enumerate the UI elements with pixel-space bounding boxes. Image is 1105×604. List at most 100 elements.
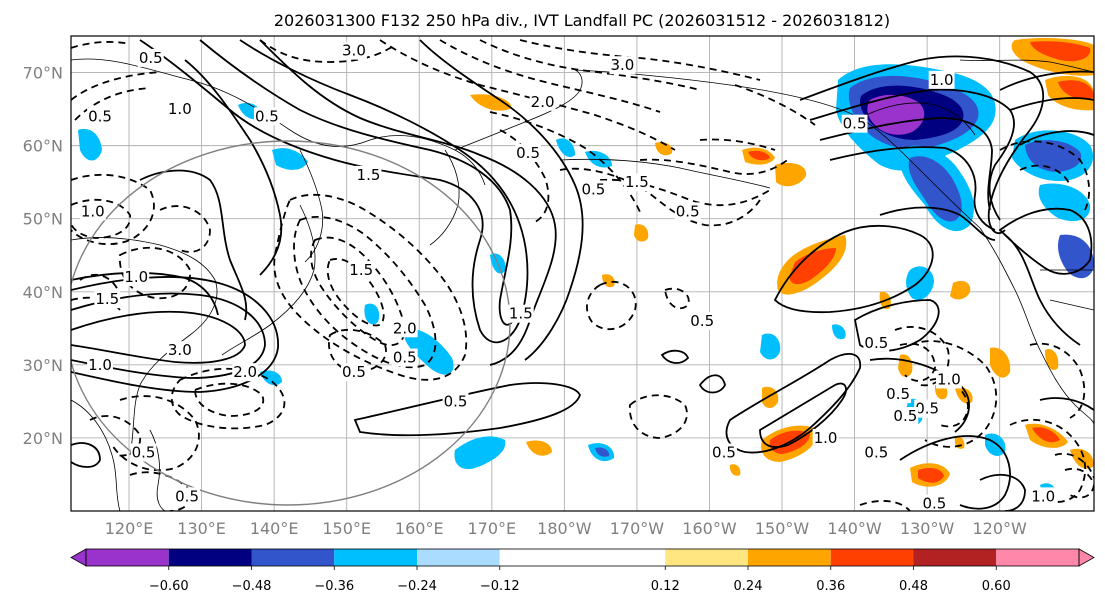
contour-label: 1.5 [625, 173, 649, 191]
colorbar-tick-label: −0.24 [397, 579, 437, 594]
colorbar-over-triangle [1078, 548, 1095, 567]
contour-solid [71, 292, 266, 379]
contour-solid [979, 473, 1026, 511]
contour-dashed [1054, 452, 1094, 479]
colorbar-under-triangle [70, 548, 87, 567]
x-tick-label: 160°E [395, 519, 444, 538]
y-tick-label: 50°N [23, 210, 63, 229]
contour-label-bg [863, 333, 890, 352]
contour-dashed [1009, 418, 1087, 503]
contour-label: 0.5 [922, 495, 946, 513]
contour-label: 2.0 [531, 93, 555, 111]
shade-w-cyan2 [364, 303, 380, 325]
map-frame [70, 35, 1095, 512]
contour-label: 0.5 [139, 49, 163, 67]
contour-label: 0.5 [893, 407, 917, 425]
contour-label-bg [921, 494, 948, 511]
contour-label-bg [711, 443, 737, 462]
shade-cp-or3 [748, 150, 770, 161]
contour-label: 0.5 [886, 385, 910, 403]
x-tick-label: 170°W [610, 519, 665, 538]
colorbar-tick-label: 0.24 [734, 579, 763, 594]
contour-label-bg [580, 180, 607, 199]
shade-cp-or6 [634, 224, 649, 242]
contour-solid [725, 353, 861, 454]
contour-solid [184, 59, 283, 276]
contour-label: 1.5 [349, 261, 373, 279]
colorbar-tick-label: 0.48 [899, 579, 928, 594]
contour-label-bg [885, 385, 912, 404]
contour-dashed [999, 140, 1091, 211]
contour-label-bg [863, 443, 890, 462]
contour-label: 1.5 [509, 305, 533, 323]
contour-solid [829, 146, 996, 231]
contour-label: 0.5 [255, 107, 279, 125]
shade-east2-cyan [1038, 183, 1091, 222]
shade-w-cyan8 [556, 138, 575, 158]
y-tick-label: 60°N [23, 137, 63, 156]
contour-label: 0.5 [712, 444, 736, 462]
x-tick-label: 140°E [250, 519, 299, 538]
contour-dashed [1019, 164, 1071, 186]
contour-solid [698, 374, 726, 394]
contour-label-bg [341, 363, 367, 382]
coastlines [71, 58, 1094, 511]
contour-dashed [909, 340, 998, 448]
contour-dashed [111, 395, 200, 472]
colorbar-segment [251, 549, 335, 566]
contour-dashed [71, 41, 131, 49]
y-tick-label: 40°N [23, 283, 63, 302]
colorbar-tick-label: 0.12 [651, 579, 680, 594]
contour-label: 0.5 [342, 363, 366, 381]
coast-asia-north [71, 58, 486, 186]
contour-solid [1004, 234, 1081, 346]
contour-label: 3.0 [610, 56, 634, 74]
contour-label-bg [935, 370, 962, 389]
contour-label: 0.5 [581, 180, 605, 198]
contour-label-bg [623, 173, 650, 192]
contour-solid [139, 169, 248, 321]
coast-korea-china [71, 237, 218, 456]
coast-se-asia [71, 399, 121, 511]
contour-label-bg [609, 56, 636, 75]
shade-sub-or12 [526, 440, 552, 456]
contour-dashed [326, 258, 385, 327]
contour-label: 1.0 [168, 100, 192, 118]
shade-cp-or8 [470, 94, 512, 111]
contour-dashed [74, 87, 151, 121]
contour-label-bg [442, 392, 469, 411]
contour-label-bg [812, 428, 839, 447]
contour-dashed [273, 193, 468, 381]
contour-dashed [439, 39, 661, 113]
coast-na-west [979, 227, 1094, 426]
contour-label: 2.0 [233, 363, 257, 381]
colorbar-segment [499, 549, 666, 566]
contour-label-bg [841, 114, 868, 133]
shade-cp-or4 [775, 162, 807, 187]
contour-label: 1.5 [95, 290, 119, 308]
contour-label-bg [507, 304, 534, 323]
x-axis-ticks: 120°E 130°E 140°E 150°E 160°E 170°E 180°W 170°W… [105, 519, 1027, 538]
shade-sub-or2 [762, 386, 779, 408]
contour-label-bg [94, 290, 121, 309]
shade-ca-cyan [906, 266, 934, 301]
contour-label-bg [166, 341, 193, 360]
shade-w-blue11 [595, 447, 610, 457]
contour-dashed [559, 167, 761, 227]
contour-solid [139, 39, 529, 344]
contour-solid [419, 39, 584, 361]
contour-label: 0.5 [690, 312, 714, 330]
y-axis-ticks: 20°N 30°N 40°N 50°N 60°N 70°N [23, 64, 63, 448]
contour-label-bg [391, 348, 418, 367]
colorbar-tick-label: −0.60 [149, 579, 189, 594]
contour-dashed [629, 394, 688, 439]
colorbar-segment [748, 549, 831, 566]
colorbar-segment [168, 549, 252, 566]
shade-east-blue [1025, 140, 1082, 172]
contour-dashed [71, 173, 155, 245]
region-ellipse [71, 140, 511, 506]
contour-label-bg [130, 443, 157, 462]
colorbar-tick-label: 0.36 [816, 579, 845, 594]
y-tick-label: 70°N [23, 64, 63, 83]
x-tick-label: 150°E [322, 519, 371, 538]
